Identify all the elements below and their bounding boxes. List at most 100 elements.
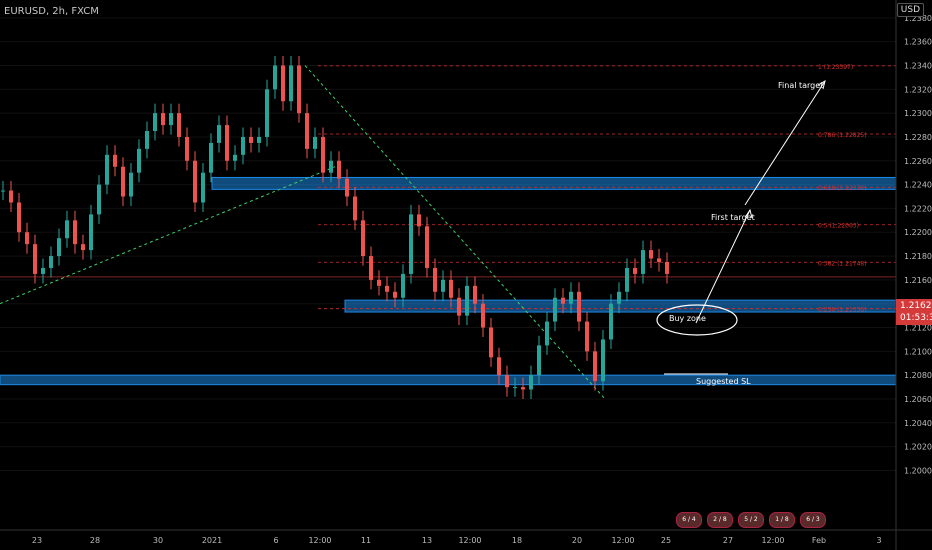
fib-level-label: 0.618 (1.22378): [818, 185, 867, 192]
candle-body: [441, 279, 445, 292]
candle-body: [345, 178, 349, 197]
descending-trendline[interactable]: [304, 65, 606, 400]
annotation-drawings[interactable]: [656, 79, 826, 375]
candle-body: [465, 285, 469, 316]
candle-body: [49, 256, 53, 268]
candle-body: [489, 327, 493, 358]
candle-body: [425, 226, 429, 268]
candle-body: [153, 113, 157, 132]
candle-body: [569, 291, 573, 304]
candle-body: [249, 136, 253, 143]
candle-body: [129, 172, 133, 197]
price-tick-label: 1.20400: [904, 419, 932, 428]
candle-body: [353, 196, 357, 221]
candle-body: [97, 184, 101, 215]
candlestick-series: [1, 55, 669, 399]
candle-body: [185, 136, 189, 161]
time-axis[interactable]: 23 28 30 2021 6 12:00 11 13 12:00 18 20 12:00 25 27 12…: [0, 529, 932, 545]
event-badges: 6 / 4 2 / 8 5 / 2 1 / 8 6 / 3: [676, 512, 826, 528]
candle-body: [649, 250, 653, 259]
candle-body: [625, 267, 629, 292]
price-tick-label: 1.20000: [904, 466, 932, 475]
candle-body: [401, 273, 405, 298]
candle-body: [105, 154, 109, 185]
price-tick-label: 1.23000: [904, 109, 932, 118]
event-badge[interactable]: 1 / 8: [769, 512, 795, 528]
fib-level-label: 0.5 (1.22063): [818, 223, 859, 230]
event-badge[interactable]: 2 / 8: [707, 512, 733, 528]
time-tick-label: 25: [661, 536, 671, 545]
candle-body: [201, 172, 205, 203]
candle-body: [417, 214, 421, 227]
time-tick-label: 12:00: [308, 536, 331, 545]
time-tick-label: 28: [90, 536, 100, 545]
candle-body: [209, 142, 213, 173]
candle-body: [433, 267, 437, 292]
candle-body: [585, 321, 589, 352]
ascending-trendline[interactable]: [0, 166, 336, 305]
candle-body: [601, 339, 605, 382]
event-badge[interactable]: 6 / 4: [676, 512, 702, 528]
time-tick-label: 6: [273, 536, 278, 545]
candle-body: [81, 244, 85, 251]
fib-level-label: 0.786 (1.22825): [818, 132, 867, 139]
time-tick-label: Feb: [812, 536, 826, 545]
fib-level-label: 1 (1.23397): [818, 64, 853, 71]
price-tick-label: 1.23800: [904, 14, 932, 23]
price-tick-label: 1.22800: [904, 133, 932, 142]
candle-body: [65, 220, 69, 239]
first-target-arrow[interactable]: [695, 209, 751, 324]
candle-body: [385, 285, 389, 292]
candle-body: [297, 65, 301, 114]
fibonacci-levels[interactable]: 1 (1.23397) 0.786 (1.22825) 0.618 (1.22378…: [0, 64, 896, 314]
candle-body: [321, 136, 325, 173]
price-tick-label: 1.20800: [904, 371, 932, 380]
event-badge[interactable]: 6 / 3: [800, 512, 826, 528]
candle-body: [617, 291, 621, 304]
time-tick-label: 27: [723, 536, 733, 545]
time-tick-label: 12:00: [611, 536, 634, 545]
trend-lines[interactable]: [0, 65, 606, 400]
candle-body: [137, 148, 141, 173]
price-tick-label: 1.21200: [904, 324, 932, 333]
candle-body: [537, 345, 541, 376]
candle-body: [289, 65, 293, 102]
final-target-arrow[interactable]: [744, 80, 826, 206]
currency-button[interactable]: USD: [896, 3, 924, 17]
time-tick-label: 12:00: [458, 536, 481, 545]
event-badge[interactable]: 5 / 2: [738, 512, 764, 528]
buy-zone-ellipse[interactable]: [656, 304, 738, 336]
symbol-label: EURUSD, 2h, FXCM: [4, 6, 99, 17]
candle-body: [233, 154, 237, 161]
time-tick-label: 11: [361, 536, 371, 545]
candle-body: [217, 125, 221, 143]
candle-body: [409, 214, 413, 274]
time-tick-label: 13: [422, 536, 432, 545]
candle-body: [497, 357, 501, 376]
final-target-label: Final target: [778, 81, 824, 90]
candle-body: [121, 166, 125, 197]
candle-body: [1, 190, 5, 192]
arrowhead-icon: [745, 208, 753, 219]
time-tick-label: 23: [32, 536, 42, 545]
candle-body: [41, 267, 45, 274]
first-target-label: First target: [711, 213, 755, 222]
price-axis[interactable]: 1.23800 1.23600 1.23400 1.23200 1.23000 1.228…: [895, 0, 932, 550]
candle-body: [329, 160, 333, 173]
lower-zone[interactable]: [0, 374, 897, 386]
candle-body: [473, 285, 477, 304]
candle-body: [577, 291, 581, 322]
candle-body: [225, 125, 229, 161]
price-tick-label: 1.22400: [904, 181, 932, 190]
price-tick-label: 1.22000: [904, 228, 932, 237]
candle-body: [89, 214, 93, 251]
suggested-sl-label: Suggested SL: [696, 377, 751, 386]
chart-grid: [0, 17, 896, 471]
candle-body: [361, 220, 365, 257]
price-tick-label: 1.20600: [904, 395, 932, 404]
candle-body: [553, 297, 557, 322]
candle-body: [241, 136, 245, 155]
fib-level-label: 0.236 (1.21358): [818, 307, 867, 314]
